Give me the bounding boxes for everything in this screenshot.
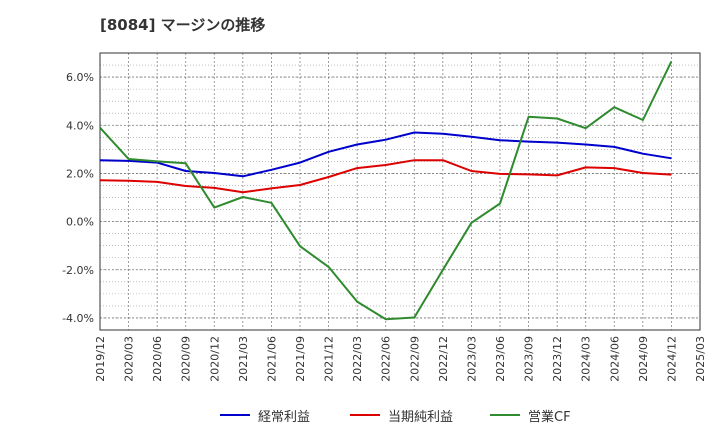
legend-label: 営業CF <box>528 409 571 425</box>
x-tick-label: 2023/06 <box>494 336 507 382</box>
x-tick-label: 2024/09 <box>637 336 650 382</box>
x-tick-label: 2020/06 <box>151 336 164 382</box>
x-tick-label: 2021/03 <box>237 336 250 382</box>
x-tick-label: 2023/09 <box>523 336 536 382</box>
series-line-3 <box>99 60 673 321</box>
x-tick-label: 2023/03 <box>465 336 478 382</box>
series-line-1 <box>99 131 672 178</box>
y-tick-label: 2.0% <box>66 167 94 180</box>
chart-title: [8084] マージンの推移 <box>100 16 266 34</box>
y-tick-label: 6.0% <box>66 71 94 84</box>
x-tick-label: 2020/12 <box>208 336 221 382</box>
legend-label: 当期純利益 <box>388 409 454 425</box>
y-tick-label: 4.0% <box>66 119 94 132</box>
legend-item-3: 営業CF <box>490 405 571 425</box>
x-tick-label: 2023/12 <box>551 336 564 382</box>
x-tick-label: 2020/09 <box>180 336 193 382</box>
x-tick-label: 2021/09 <box>294 336 307 382</box>
x-tick-label: 2025/03 <box>694 336 707 382</box>
x-tick-label: 2022/03 <box>351 336 364 382</box>
x-tick-label: 2024/03 <box>580 336 593 382</box>
x-tick-label: 2022/09 <box>408 336 421 382</box>
y-tick-label: -2.0% <box>62 264 94 277</box>
legend-item-2: 当期純利益 <box>350 405 453 425</box>
series-line-2 <box>99 159 672 194</box>
y-tick-label: 0.0% <box>66 216 94 229</box>
legend-swatch <box>350 414 380 416</box>
x-tick-label: 2021/06 <box>265 336 278 382</box>
legend-label: 経常利益 <box>258 409 311 425</box>
x-tick-label: 2019/12 <box>94 336 107 382</box>
x-tick-label: 2022/12 <box>437 336 450 382</box>
x-tick-label: 2024/12 <box>665 336 678 382</box>
plot-area <box>100 53 700 330</box>
x-tick-label: 2020/03 <box>123 336 136 382</box>
legend: 経常利益 当期純利益 営業CF <box>0 405 720 425</box>
y-tick-label: -4.0% <box>62 312 94 325</box>
x-tick-label: 2022/06 <box>380 336 393 382</box>
x-tick-label: 2021/12 <box>323 336 336 382</box>
x-tick-label: 2024/06 <box>608 336 621 382</box>
legend-swatch <box>220 414 250 416</box>
plot-frame <box>99 52 701 331</box>
legend-swatch <box>490 414 520 416</box>
legend-item-1: 経常利益 <box>220 405 310 425</box>
